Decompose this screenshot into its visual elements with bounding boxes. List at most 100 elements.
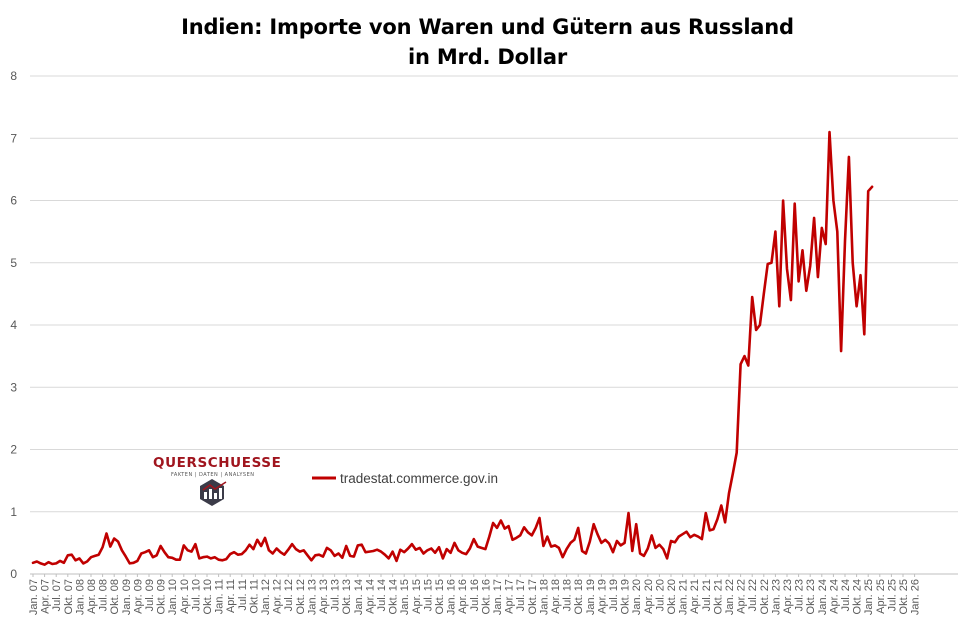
x-tick-label: Jul. 22 [747,579,759,611]
x-tick-label: Okt. 11 [248,579,260,614]
x-tick-label: Okt. 10 [202,579,214,614]
x-tick-label: Jan. 15 [399,579,411,615]
x-tick-label: Jul. 23 [794,579,806,611]
x-tick-label: Jan. 11 [214,579,226,614]
x-tick-label: Apr. 10 [179,579,191,614]
x-tick-label: Apr. 08 [86,579,98,614]
x-tick-label: Okt. 20 [666,579,678,614]
x-tick-label: Jul. 16 [469,579,481,611]
x-tick-label: Jan. 17 [492,579,504,615]
x-tick-label: Jan. 21 [678,579,690,615]
x-tick-label: Jan. 24 [817,579,829,615]
x-tick-label: Jul. 14 [376,579,388,611]
x-tick-label: Okt. 13 [341,579,353,614]
x-tick-label: Okt. 15 [434,579,446,614]
x-tick-label: Jul. 24 [840,579,852,611]
x-tick-label: Apr. 14 [364,579,376,614]
y-tick-label: 8 [10,69,17,83]
legend-label: tradestat.commerce.gov.in [340,471,498,486]
x-tick-label: Jan. 16 [446,579,458,615]
x-tick-label: Apr. 23 [782,579,794,614]
x-axis-ticks: Jan. 07 Apr. 07 Jul. 07 Okt. 07 Jan. 08 Apr. … [28,574,922,615]
x-tick-label: Okt. 09 [156,579,168,614]
x-tick-label: Jan. 14 [353,579,365,615]
y-tick-label: 1 [10,505,17,519]
x-tick-label: Jul. 09 [144,579,156,611]
logo-chart-icon [200,479,227,506]
x-tick-label: Jul. 11 [237,579,249,611]
x-tick-label: Jul. 25 [886,579,898,611]
x-tick-label: Jul. 17 [515,579,527,611]
x-tick-label: Jul. 07 [51,579,63,611]
x-tick-label: Okt. 12 [295,579,307,614]
x-tick-label: Jan. 26 [910,579,922,615]
x-tick-label: Jan. 12 [260,579,272,615]
x-tick-label: Jan. 25 [863,579,875,615]
x-tick-label: Jan. 23 [770,579,782,615]
x-tick-label: Apr. 19 [596,579,608,614]
chart-title-line-2: in Mrd. Dollar [407,45,568,69]
x-tick-label: Apr. 20 [643,579,655,614]
x-tick-label: Jul. 20 [654,579,666,611]
series-line-0 [31,130,874,567]
x-tick-label: Apr. 13 [318,579,330,614]
x-tick-label: Apr. 07 [40,579,52,614]
x-tick-label: Jul. 21 [701,579,713,611]
y-tick-label: 3 [10,380,17,394]
x-tick-label: Apr. 22 [736,579,748,614]
x-tick-label: Okt. 08 [109,579,121,614]
x-tick-label: Jan. 18 [538,579,550,615]
series-layer [31,130,874,567]
gridlines [30,75,958,575]
x-tick-label: Jan. 09 [121,579,133,615]
y-tick-label: 2 [10,443,17,457]
x-tick-label: Jul. 12 [283,579,295,611]
y-tick-label: 7 [10,131,17,145]
x-tick-label: Apr. 17 [504,579,516,614]
y-axis-ticks: 0 1 2 3 4 5 6 7 8 [10,69,17,581]
x-tick-label: Jan. 20 [631,579,643,615]
x-tick-label: Okt. 21 [712,579,724,614]
chart-title: Indien: Importe von Waren und Gütern aus… [0,12,975,72]
x-tick-label: Jul. 13 [330,579,342,611]
chart-title-line-1: Indien: Importe von Waren und Gütern aus… [181,15,794,39]
legend: tradestat.commerce.gov.in [312,471,498,486]
x-tick-label: Jul. 15 [422,579,434,611]
x-tick-label: Okt. 07 [63,579,75,614]
querschuesse-logo: QUERSCHUESSE FAKTEN | DATEN | ANALYSEN [153,455,281,506]
logo-name: QUERSCHUESSE [153,455,281,471]
x-tick-label: Jul. 18 [562,579,574,611]
x-tick-label: Okt. 17 [527,579,539,614]
y-tick-label: 6 [10,194,17,208]
x-tick-label: Jul. 08 [98,579,110,611]
x-tick-label: Apr. 15 [411,579,423,614]
x-tick-label: Apr. 11 [225,579,237,613]
x-tick-label: Apr. 18 [550,579,562,614]
x-tick-label: Okt. 24 [852,579,864,614]
x-tick-label: Apr. 16 [457,579,469,614]
x-tick-label: Okt. 19 [620,579,632,614]
x-tick-label: Jan. 22 [724,579,736,615]
x-tick-label: Jan. 13 [306,579,318,615]
y-tick-label: 0 [10,567,17,581]
logo-tagline: FAKTEN | DATEN | ANALYSEN [171,472,255,478]
x-tick-label: Jul. 10 [190,579,202,611]
y-tick-label: 5 [10,256,17,270]
x-tick-label: Okt. 16 [480,579,492,614]
x-tick-label: Apr. 09 [132,579,144,614]
x-tick-label: Apr. 24 [828,579,840,614]
x-tick-label: Okt. 25 [898,579,910,614]
x-tick-label: Apr. 12 [272,579,284,614]
x-tick-label: Jan. 19 [585,579,597,615]
x-tick-label: Jan. 10 [167,579,179,615]
y-tick-label: 4 [10,318,17,332]
x-tick-label: Okt. 22 [759,579,771,614]
x-tick-label: Apr. 21 [689,579,701,614]
x-tick-label: Okt. 14 [388,579,400,614]
x-tick-label: Jan. 07 [28,579,40,615]
x-tick-label: Jul. 19 [608,579,620,611]
x-tick-label: Jan. 08 [74,579,86,615]
x-tick-label: Okt. 23 [805,579,817,614]
x-tick-label: Okt. 18 [573,579,585,614]
